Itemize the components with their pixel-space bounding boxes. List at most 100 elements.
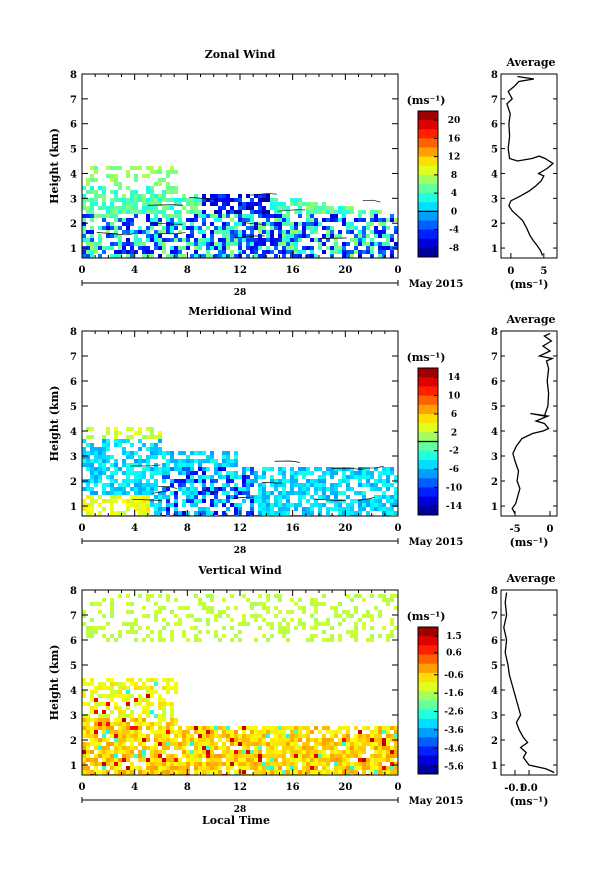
- heatmap-cell: [262, 503, 266, 507]
- heatmap-cell: [378, 479, 382, 483]
- heatmap-cell: [102, 686, 106, 690]
- heatmap-cell: [82, 742, 86, 746]
- heatmap-cell: [214, 503, 218, 507]
- heatmap-cell: [146, 234, 150, 238]
- heatmap-cell: [146, 190, 150, 194]
- heatmap-cell: [378, 254, 382, 258]
- heatmap-cell: [98, 750, 102, 754]
- heatmap-cell: [370, 483, 374, 487]
- heatmap-cell: [154, 762, 158, 766]
- heatmap-cell: [282, 230, 286, 234]
- heatmap-cell: [142, 698, 146, 702]
- heatmap-cell: [338, 738, 342, 742]
- heatmap-cell: [146, 198, 150, 202]
- heatmap-cell: [282, 214, 286, 218]
- heatmap-cell: [198, 754, 202, 758]
- heatmap-cell: [274, 218, 278, 222]
- heatmap-cell: [90, 451, 94, 455]
- heatmap-cell: [234, 210, 238, 214]
- heatmap-cell: [138, 686, 142, 690]
- heatmap-cell: [186, 246, 190, 250]
- heatmap-cell: [110, 690, 114, 694]
- heatmap-cell: [370, 246, 374, 250]
- heatmap-cell: [386, 487, 390, 491]
- heatmap-cell: [286, 738, 290, 742]
- heatmap-cell: [254, 602, 258, 606]
- heatmap-cell: [130, 750, 134, 754]
- heatmap-cell: [122, 730, 126, 734]
- heatmap-cell: [210, 194, 214, 198]
- heatmap-cell: [82, 766, 86, 770]
- x-tick-label: 8: [184, 523, 191, 534]
- heatmap-cell: [122, 742, 126, 746]
- heatmap-cell: [198, 746, 202, 750]
- heatmap-cell: [102, 483, 106, 487]
- heatmap-cell: [162, 758, 166, 762]
- heatmap-cell: [370, 210, 374, 214]
- heatmap-cell: [170, 254, 174, 258]
- heatmap-cell: [378, 234, 382, 238]
- contour-line: [277, 209, 306, 212]
- heatmap-cell: [266, 250, 270, 254]
- heatmap-cell: [106, 758, 110, 762]
- heatmap-cell: [238, 487, 242, 491]
- heatmap-cell: [198, 246, 202, 250]
- heatmap-cell: [258, 242, 262, 246]
- heatmap-cell: [334, 754, 338, 758]
- heatmap-cell: [250, 511, 254, 515]
- heatmap-cell: [334, 471, 338, 475]
- heatmap-cell: [374, 214, 378, 218]
- heatmap-cell: [318, 770, 322, 774]
- heatmap-cell: [382, 242, 386, 246]
- heatmap-cell: [122, 218, 126, 222]
- heatmap-cell: [270, 634, 274, 638]
- heatmap-cell: [90, 710, 94, 714]
- heatmap-cell: [138, 499, 142, 503]
- heatmap-cell: [378, 766, 382, 770]
- heatmap-cell: [118, 234, 122, 238]
- heatmap-cell: [366, 222, 370, 226]
- heatmap-cell: [338, 491, 342, 495]
- heatmap-cell: [266, 622, 270, 626]
- heatmap-cell: [126, 206, 130, 210]
- heatmap-cell: [106, 475, 110, 479]
- heatmap-cell: [162, 738, 166, 742]
- heatmap-cell: [146, 746, 150, 750]
- heatmap-cell: [142, 738, 146, 742]
- heatmap-cell: [266, 638, 270, 642]
- heatmap-cell: [110, 762, 114, 766]
- heatmap-cell: [146, 507, 150, 511]
- heatmap-cell: [254, 475, 258, 479]
- heatmap-cell: [158, 750, 162, 754]
- heatmap-cell: [374, 742, 378, 746]
- heatmap-cell: [366, 250, 370, 254]
- heatmap-cell: [162, 238, 166, 242]
- heatmap-cell: [86, 463, 90, 467]
- heatmap-cell: [174, 238, 178, 242]
- heatmap-cell: [366, 734, 370, 738]
- heatmap-cell: [102, 218, 106, 222]
- heatmap-cell: [294, 507, 298, 511]
- heatmap-cell: [226, 758, 230, 762]
- heatmap-cell: [126, 507, 130, 511]
- heatmap-cell: [322, 638, 326, 642]
- heatmap-cell: [242, 750, 246, 754]
- heatmap-cell: [394, 762, 398, 766]
- heatmap-cell: [374, 730, 378, 734]
- heatmap-cell: [186, 459, 190, 463]
- heatmap-cell: [214, 463, 218, 467]
- heatmap-cell: [90, 186, 94, 190]
- heatmap-cell: [322, 475, 326, 479]
- heatmap-cell: [158, 234, 162, 238]
- heatmap-cell: [242, 479, 246, 483]
- heatmap-cell: [158, 503, 162, 507]
- heatmap-cell: [330, 218, 334, 222]
- heatmap-cell: [262, 766, 266, 770]
- heatmap-cell: [242, 726, 246, 730]
- heatmap-cell: [118, 218, 122, 222]
- heatmap-cell: [370, 738, 374, 742]
- heatmap-cell: [162, 698, 166, 702]
- heatmap-cell: [206, 750, 210, 754]
- heatmap-cell: [330, 491, 334, 495]
- x-tick-label: 12: [233, 782, 247, 793]
